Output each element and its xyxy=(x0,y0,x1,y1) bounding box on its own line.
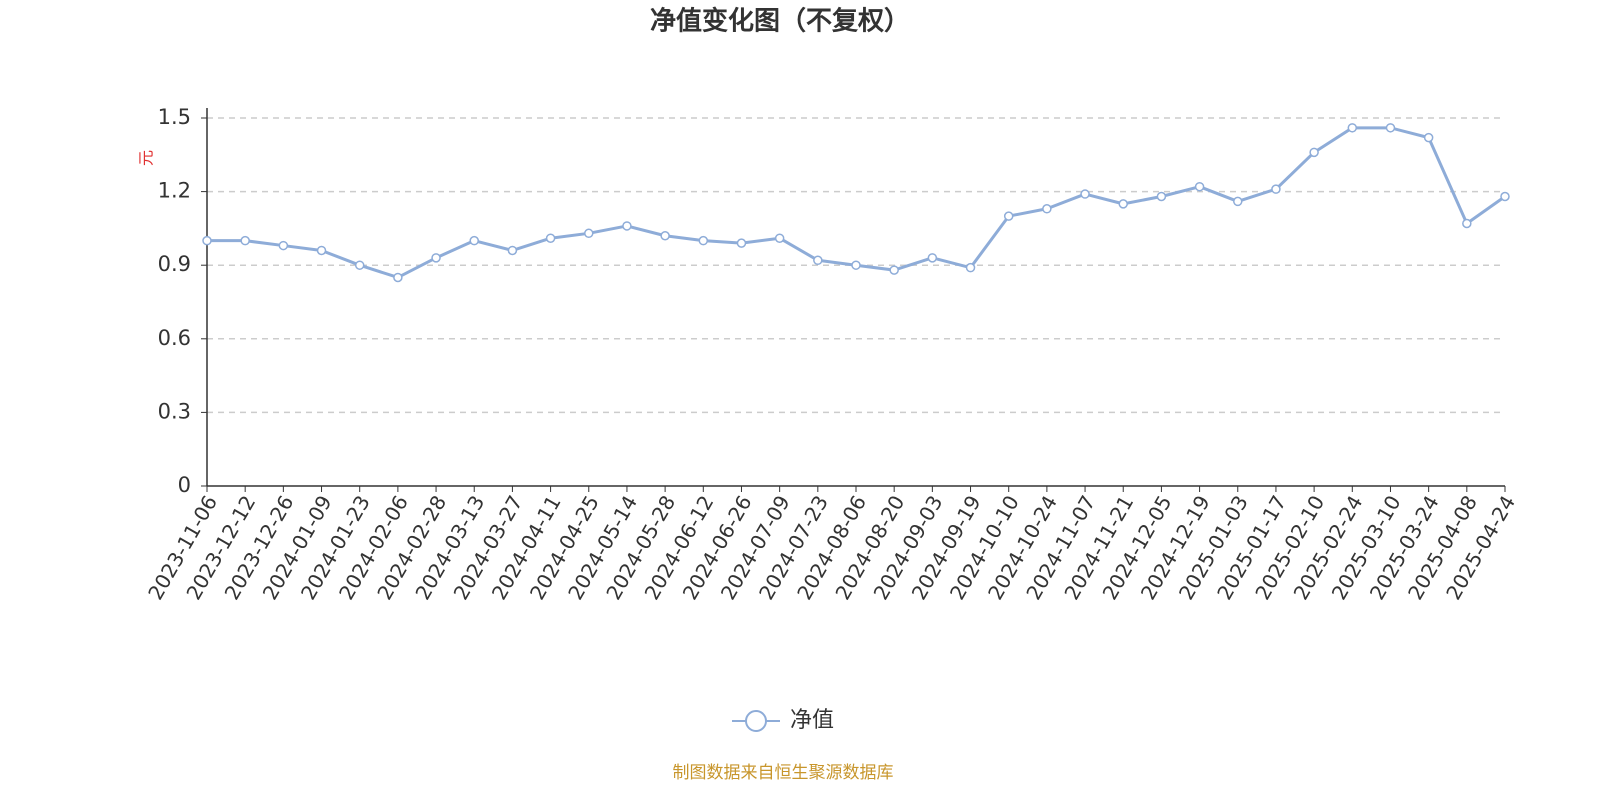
point xyxy=(1156,191,1167,202)
legend-label: 净值 xyxy=(790,708,834,733)
chart-title: 净值变化图（不复权） xyxy=(650,6,910,37)
point xyxy=(1271,184,1281,194)
point xyxy=(622,221,632,231)
legend-marker xyxy=(745,710,767,732)
point xyxy=(240,235,250,246)
point xyxy=(660,231,670,241)
y-tick-label: 1.5 xyxy=(158,105,191,129)
point xyxy=(736,238,747,248)
point xyxy=(1462,218,1472,229)
point xyxy=(393,272,403,283)
y-tick-label: 0.6 xyxy=(158,326,191,350)
point xyxy=(316,245,327,256)
point xyxy=(1347,123,1358,133)
point xyxy=(1385,123,1396,133)
point xyxy=(1233,196,1243,207)
y-tick-label: 0.9 xyxy=(158,252,191,276)
y-tick-label: 1.2 xyxy=(158,179,191,203)
point xyxy=(813,255,823,266)
point xyxy=(1003,211,1014,221)
y-tick-label: 0.3 xyxy=(158,399,191,423)
point xyxy=(202,235,212,246)
y-axis-label: 元 xyxy=(137,150,156,166)
point xyxy=(354,260,365,270)
point xyxy=(545,233,556,243)
point xyxy=(889,265,899,275)
point xyxy=(1500,191,1510,202)
point xyxy=(1423,132,1434,143)
point xyxy=(965,262,976,273)
point xyxy=(1042,204,1052,214)
point xyxy=(1118,199,1128,209)
y-tick-label: 0 xyxy=(178,473,191,497)
point xyxy=(698,235,709,246)
point xyxy=(507,245,518,256)
point xyxy=(774,233,785,243)
point xyxy=(469,235,479,246)
point xyxy=(584,228,594,239)
point xyxy=(1194,181,1205,192)
source-note: 制图数据来自恒生聚源数据库 xyxy=(673,763,894,783)
point xyxy=(278,240,289,251)
point xyxy=(1080,189,1090,199)
point xyxy=(431,253,441,263)
point xyxy=(851,260,861,270)
point xyxy=(927,253,938,263)
point xyxy=(1309,147,1319,158)
